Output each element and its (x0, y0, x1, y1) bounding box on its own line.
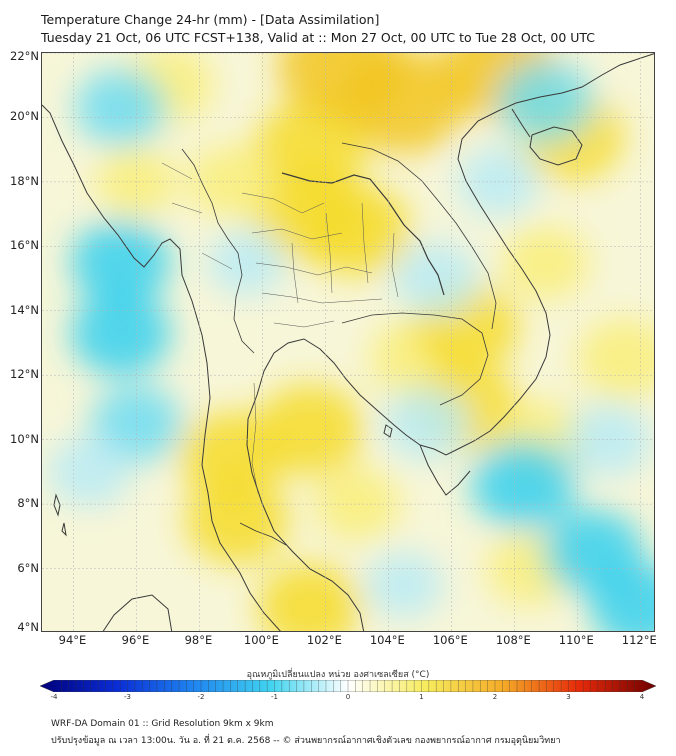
latitude-label: 4°N (17, 620, 39, 634)
country-border-laos-vietnam (341, 142, 497, 330)
map-title: Temperature Change 24-hr (mm) - [Data As… (41, 12, 380, 27)
country-border-thailand-malaysia (239, 522, 287, 546)
anomaly-cell-35 (365, 551, 443, 618)
colorbar-title: อุณหภูมิเปลี่ยนแปลง หน่วย องศาเซลเซียส (… (246, 670, 430, 680)
gulf-of-thailand-east-coast (246, 338, 421, 631)
colorbar-tick-label: 0 (345, 693, 351, 701)
anomaly-cell-34 (590, 564, 654, 631)
latitude-label: 8°N (17, 496, 39, 511)
longitude-label: 104°E (369, 633, 405, 647)
longitude-label: 98°E (184, 633, 213, 647)
longitude-label: 94°E (58, 633, 87, 647)
latitude-label: 14°N (10, 302, 39, 317)
longitude-label: 106°E (432, 633, 468, 647)
colorbar-tick-label: -3 (124, 693, 131, 701)
hainan-island (529, 126, 583, 166)
colorbar-tick-label: -2 (197, 693, 205, 701)
longitude-label: 96°E (121, 633, 150, 647)
anomaly-cell-6 (302, 184, 412, 277)
anomaly-cell-12 (185, 476, 290, 565)
temperature-change-map (42, 53, 654, 631)
latitude-label: 10°N (10, 431, 39, 446)
mekong-delta-coast (419, 444, 471, 496)
anomaly-cell-30 (565, 402, 652, 477)
longitude-label: 100°E (243, 633, 279, 647)
longitude-label: 112°E (621, 633, 657, 647)
graticule (42, 53, 654, 631)
latitude-label: 12°N (10, 367, 39, 382)
colorbar-bins (61, 680, 635, 692)
anomaly-cell-21 (313, 467, 401, 541)
colorbar-tick-label: 1 (419, 693, 424, 701)
colorbar-tick-label: 3 (566, 693, 571, 701)
model-info: WRF-DA Domain 01 :: Grid Resolution 9km … (51, 719, 274, 729)
anomaly-cell-24 (70, 291, 171, 376)
anomaly-cell-31 (382, 386, 470, 461)
country-border-thailand-laos (281, 172, 445, 296)
anomaly-cell-23 (70, 220, 171, 305)
anomaly-cell-20 (576, 318, 654, 400)
colorbar-tick-label: -1 (271, 693, 278, 701)
longitude-label: 110°E (558, 633, 594, 647)
anomaly-cell-17 (502, 225, 589, 300)
coastlines-and-borders (42, 53, 654, 631)
indochina-coast (419, 53, 654, 456)
map-panel (41, 52, 655, 632)
temperature-anomaly-field (48, 53, 654, 631)
sumatra-coast (102, 594, 173, 631)
latitude-label: 20°N (10, 109, 39, 124)
colorbar-tick-label: 4 (639, 693, 645, 701)
update-credit: ปรับปรุงข้อมูล ณ เวลา 13:00น. วัน อ. ที่… (51, 736, 561, 746)
anomaly-cell-2 (278, 53, 405, 120)
myanmar-thailand-west-coast (42, 104, 281, 631)
country-border-myanmar-thailand (181, 148, 255, 354)
anomaly-cell-29 (471, 440, 576, 529)
andaman-islands (53, 493, 67, 537)
gulf-of-tonkin-coast (511, 108, 531, 138)
colorbar-tick-label: -4 (50, 693, 58, 701)
latitude-label: 18°N (10, 173, 39, 188)
anomaly-cell-32 (392, 241, 479, 316)
longitude-label: 102°E (306, 633, 342, 647)
latitude-label: 6°N (17, 560, 39, 575)
map-subtitle: Tuesday 21 Oct, 06 UTC FCST+138, Valid a… (41, 30, 596, 45)
latitude-label: 16°N (10, 238, 39, 253)
province-borders (161, 162, 399, 494)
latitude-label: 22°N (10, 49, 39, 63)
anomaly-cell-26 (48, 437, 131, 507)
anomaly-cell-25 (91, 384, 182, 463)
anomaly-cell-22 (75, 69, 167, 147)
phu-quoc-island (383, 424, 393, 438)
anomaly-cell-36 (207, 229, 286, 296)
country-border-cambodia (341, 312, 489, 406)
colorbar-tick-label: 2 (492, 693, 498, 701)
anomaly-cell-27 (498, 60, 594, 142)
colorbar (40, 680, 656, 692)
longitude-label: 108°E (495, 633, 531, 647)
anomaly-cell-13 (257, 563, 362, 631)
